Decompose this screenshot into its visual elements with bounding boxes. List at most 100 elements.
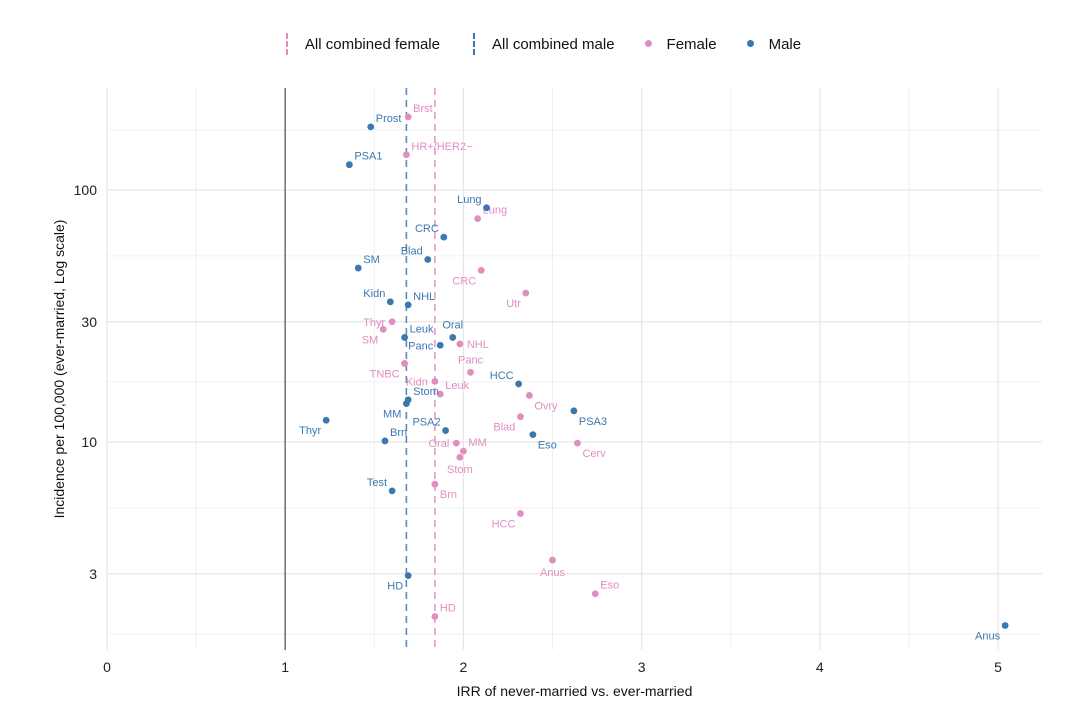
female-point bbox=[517, 413, 524, 421]
male-point-label: HD bbox=[387, 581, 403, 593]
female-point-label: Panc bbox=[458, 354, 484, 366]
female-point bbox=[456, 340, 464, 348]
female-point bbox=[591, 590, 599, 598]
dot-male-key bbox=[743, 31, 759, 57]
female-point bbox=[522, 289, 530, 297]
male-point-label: Prost bbox=[376, 113, 402, 125]
female-point bbox=[456, 453, 464, 461]
female-point-label: Cerv bbox=[582, 448, 606, 460]
male-point bbox=[436, 341, 444, 349]
male-point bbox=[354, 264, 362, 272]
male-point bbox=[483, 204, 490, 212]
male-point-label: Thyr bbox=[299, 425, 321, 437]
legend-item-male: Male bbox=[743, 31, 802, 57]
male-point-label: HCC bbox=[490, 370, 514, 382]
female-point bbox=[452, 439, 460, 447]
female-point-label: Thyr bbox=[363, 317, 385, 329]
female-point bbox=[431, 613, 439, 620]
female-point-label: Brn bbox=[440, 489, 457, 501]
female-point-label: TNBC bbox=[370, 368, 400, 380]
male-point bbox=[367, 123, 375, 131]
female-point-label: Kidn bbox=[406, 376, 428, 388]
legend-item-combined-male: All combined male bbox=[466, 31, 615, 57]
male-point-label: Oral bbox=[442, 319, 463, 331]
male-point-label: PSA2 bbox=[412, 417, 440, 429]
female-point-label: NHL bbox=[467, 339, 489, 351]
male-point bbox=[345, 161, 353, 169]
male-point bbox=[442, 427, 449, 434]
female-point-label: SM bbox=[362, 334, 379, 346]
male-point bbox=[401, 334, 408, 341]
female-point bbox=[477, 266, 485, 274]
male-point-label: Test bbox=[367, 477, 387, 489]
male-point-label: Stom bbox=[413, 386, 439, 398]
male-point-label: PSA3 bbox=[579, 416, 607, 428]
female-point-label: Ovry bbox=[534, 400, 558, 412]
male-point bbox=[515, 380, 523, 388]
male-point-label: CRC bbox=[415, 223, 439, 235]
y-tick-label: 10 bbox=[81, 434, 97, 450]
male-point-label: Eso bbox=[538, 440, 557, 452]
female-point-label: CRC bbox=[452, 275, 476, 287]
female-point bbox=[517, 510, 524, 517]
male-point-label: PSA1 bbox=[354, 151, 382, 163]
legend-label-combined-male: All combined male bbox=[491, 35, 615, 53]
female-point-label: Anus bbox=[540, 567, 566, 579]
female-point-label: Stom bbox=[447, 464, 473, 476]
male-point-label: Brn bbox=[390, 427, 407, 439]
dashed-line-male-key bbox=[466, 31, 482, 57]
legend-item-female: Female bbox=[641, 31, 717, 57]
x-tick-label: 3 bbox=[638, 659, 646, 675]
female-point-label: Leuk bbox=[445, 380, 469, 392]
male-point bbox=[388, 487, 396, 495]
y-tick-label: 100 bbox=[74, 182, 98, 198]
male-point bbox=[404, 301, 412, 309]
female-point bbox=[404, 113, 412, 121]
female-point bbox=[574, 439, 581, 447]
plot-panel bbox=[107, 88, 1042, 650]
female-point-label: Oral bbox=[428, 438, 449, 450]
male-point-label: Lung bbox=[457, 194, 481, 206]
female-point bbox=[436, 390, 444, 398]
male-point-label: Anus bbox=[975, 630, 1001, 642]
male-point-label: Panc bbox=[408, 340, 434, 352]
female-point bbox=[388, 318, 396, 326]
male-point-label: NHL bbox=[413, 291, 435, 303]
female-point-label: HD bbox=[440, 603, 456, 615]
male-point bbox=[449, 334, 457, 341]
female-point bbox=[474, 215, 482, 223]
y-tick-label: 30 bbox=[81, 314, 97, 330]
male-point-label: SM bbox=[363, 254, 380, 266]
male-point-label: MM bbox=[383, 409, 401, 421]
female-point bbox=[431, 480, 439, 488]
dashed-line-female-key bbox=[279, 31, 295, 57]
x-tick-label: 0 bbox=[103, 659, 111, 675]
legend-item-combined-female: All combined female bbox=[279, 31, 440, 57]
female-point-label: Blad bbox=[493, 422, 515, 434]
male-point-label: Kidn bbox=[363, 288, 385, 300]
legend: All combined female All combined male Fe… bbox=[0, 28, 1080, 60]
male-point-label: Leuk bbox=[410, 323, 434, 335]
male-point bbox=[402, 400, 410, 408]
x-tick-label: 5 bbox=[994, 659, 1002, 675]
female-point-label: HCC bbox=[492, 519, 516, 531]
female-point bbox=[525, 392, 533, 399]
y-axis-title: Incidence per 100,000 (ever-married, Log… bbox=[51, 220, 67, 519]
male-point bbox=[440, 233, 448, 241]
female-point bbox=[402, 151, 410, 159]
legend-label-male: Male bbox=[768, 35, 802, 53]
male-point bbox=[570, 407, 578, 415]
x-tick-label: 2 bbox=[460, 659, 468, 675]
male-point bbox=[1001, 622, 1009, 629]
y-tick-label: 3 bbox=[89, 566, 97, 582]
legend-label-female: Female bbox=[666, 35, 717, 53]
x-axis-title: IRR of never-married vs. ever-married bbox=[457, 683, 693, 699]
x-tick-label: 1 bbox=[281, 659, 289, 675]
female-point-label: Utr bbox=[506, 298, 521, 310]
female-point bbox=[431, 377, 439, 385]
legend-label-combined-female: All combined female bbox=[304, 35, 440, 53]
male-point-label: Blad bbox=[401, 245, 423, 257]
male-point bbox=[381, 437, 389, 445]
male-point bbox=[404, 572, 412, 580]
